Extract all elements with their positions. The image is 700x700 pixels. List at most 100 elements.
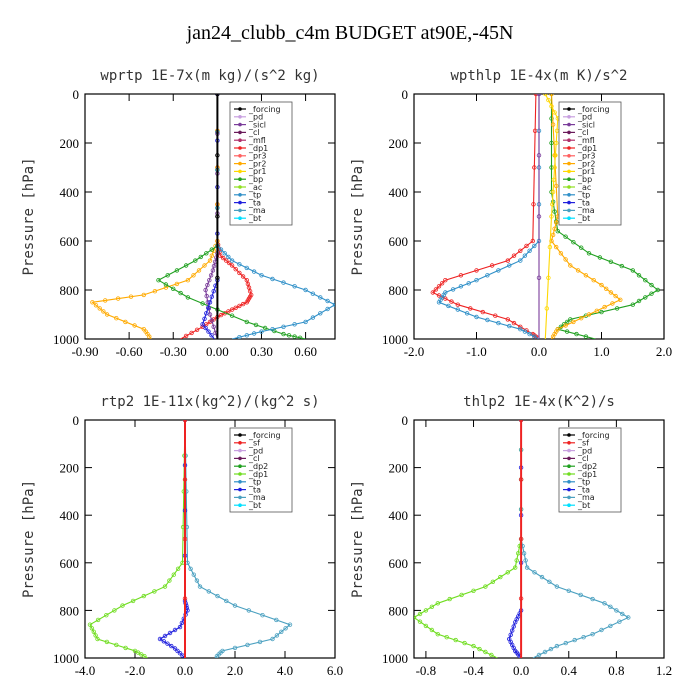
series-marker-ta (209, 333, 214, 338)
series-marker-dp1_lime (167, 578, 172, 583)
series-line-dp1_lime (414, 420, 522, 658)
series-marker-ma (224, 598, 229, 604)
series-marker-dp1 (524, 243, 529, 249)
series-marker-pr2 (114, 316, 119, 321)
series-marker-bp (619, 263, 624, 269)
legend-marker-dp1_lime (238, 472, 242, 476)
series-marker-dp1 (433, 287, 439, 292)
series-marker-ta (172, 646, 178, 651)
legend-label: _dp2 (248, 462, 268, 471)
series-marker-ma (194, 578, 200, 583)
series-marker-bp (564, 319, 570, 325)
series-group (414, 420, 631, 658)
legend-marker-pd (567, 448, 571, 453)
series-marker-dp1_lime (141, 593, 146, 599)
series-marker-pr2 (90, 300, 95, 305)
legend-label: _dp1 (248, 470, 268, 479)
series-marker-ma (188, 566, 193, 571)
series-marker-tp (507, 323, 512, 329)
series-marker-ma (274, 617, 279, 623)
series-marker-sicl (211, 263, 217, 269)
series-marker-bp (200, 301, 205, 306)
series-marker-pr2 (579, 316, 584, 321)
series-marker-bp (555, 228, 560, 234)
legend-marker-dp1 (567, 146, 571, 150)
series-marker-bp (549, 140, 554, 146)
series-marker-sf (182, 536, 188, 542)
series-marker-bp (599, 309, 604, 315)
series-marker-dp1 (194, 327, 200, 332)
series-marker-dp1 (436, 284, 442, 289)
legend-marker-tp (567, 193, 571, 197)
legend-label: _sicl (248, 120, 266, 129)
series-marker-bp (586, 251, 592, 256)
series-marker-pr2 (185, 278, 191, 283)
series-marker-dp1_lime (505, 570, 510, 575)
legend-label: _ta (248, 198, 261, 207)
series-marker-dp1 (183, 333, 189, 339)
series-marker-tp (518, 258, 523, 263)
series-marker-dp1_lime (112, 608, 117, 613)
legend-label: _tp (248, 191, 261, 200)
series-marker-dp1_lime (490, 579, 496, 584)
legend: _forcing_sf_pd_cl_dp2_dp1_tp_ta_ma_bt (558, 427, 622, 513)
series-marker-ma (563, 640, 568, 646)
series-marker-bp (156, 278, 161, 283)
series-marker-tp (527, 331, 532, 337)
series-marker-tp (226, 254, 231, 260)
series-marker-tp (270, 276, 275, 282)
series-marker-dp1_lime (91, 629, 96, 634)
series-marker-tp (318, 311, 323, 316)
y-tick-label: 0 (73, 87, 80, 102)
series-marker-tp (303, 287, 308, 293)
series-marker-bp (608, 259, 614, 264)
series-marker-ta (209, 294, 214, 299)
series-marker-sicl (204, 293, 209, 299)
legend-label: _cl (577, 454, 589, 463)
legend-label: _cl (248, 454, 260, 463)
legend-label: _dp1 (577, 470, 597, 479)
series-marker-ta (205, 305, 211, 310)
series-marker-pr1 (544, 306, 549, 311)
series-marker-bp (643, 295, 648, 300)
legend-label: _forcing (577, 431, 610, 440)
series-marker-pr2 (97, 306, 102, 311)
series-marker-forcing (215, 153, 220, 158)
series-marker-ta (508, 632, 513, 637)
y-tick-label: 600 (60, 234, 80, 249)
series-marker-ma (524, 565, 530, 570)
legend-marker-ac (238, 185, 242, 189)
series-marker-pr2 (549, 94, 554, 97)
legend-label: _ac (577, 183, 591, 192)
legend-marker-mfl (238, 138, 242, 142)
series-marker-bp (170, 286, 176, 291)
series-marker-dp1_lime (483, 584, 488, 589)
series-marker-bp (550, 199, 556, 204)
series-marker-tp (281, 324, 286, 329)
series-marker-sicl (536, 275, 542, 280)
legend-marker-dp1 (238, 146, 242, 150)
panel-title: rtp2 1E-11x(kg^2)/(kg^2 s) (100, 394, 319, 410)
x-tick-label: -0.60 (116, 344, 143, 359)
series-marker-tp (507, 263, 512, 268)
legend-marker-cl (567, 456, 571, 461)
series-marker-pr2 (554, 183, 559, 189)
series-marker-ma (581, 635, 586, 640)
series-marker-ma (270, 636, 275, 642)
series-marker-dp1_lime (171, 572, 176, 577)
series-marker-sicl (207, 312, 213, 317)
series-marker-dp1 (240, 301, 246, 307)
series-marker-dp1 (511, 320, 517, 326)
series-marker-dp1_lime (423, 608, 429, 613)
series-marker-ma (539, 574, 545, 580)
series-marker-pr2 (602, 304, 607, 310)
series-marker-dp1_lime (516, 551, 521, 556)
series-marker-sicl (536, 214, 542, 219)
series-marker-bp (165, 273, 170, 278)
y-tick-label: 800 (60, 603, 80, 618)
series-marker-dp1 (218, 312, 224, 318)
series-marker-tp (310, 291, 316, 296)
series-marker-pr1 (554, 140, 559, 146)
legend-marker-ma (238, 208, 242, 213)
series-marker-pr1 (553, 153, 558, 158)
